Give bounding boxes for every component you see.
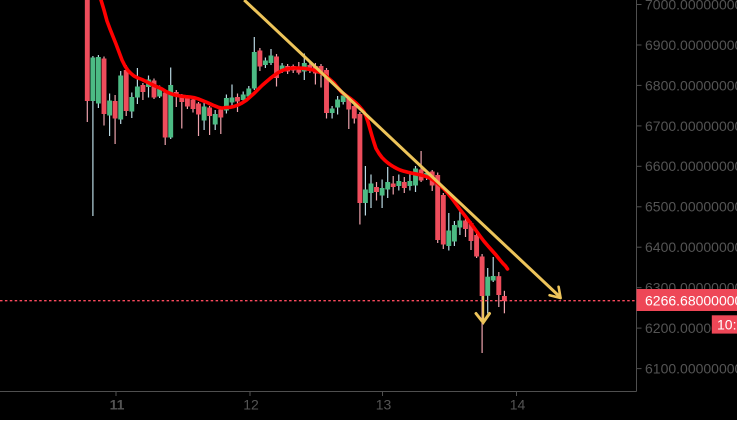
svg-text:12: 12 (243, 397, 259, 413)
svg-text:13: 13 (376, 397, 392, 413)
svg-text:14: 14 (510, 397, 526, 413)
svg-text:11: 11 (110, 397, 125, 413)
svg-text:6400.00000000: 6400.00000000 (645, 239, 737, 255)
svg-text:6900.00000000: 6900.00000000 (645, 37, 737, 53)
svg-text:6600.00000000: 6600.00000000 (645, 158, 737, 174)
svg-text:7000.00000000: 7000.00000000 (645, 0, 737, 12)
svg-text:6500.00000000: 6500.00000000 (645, 199, 737, 215)
svg-text:10:2: 10:2 (717, 317, 737, 333)
svg-text:6100.00000000: 6100.00000000 (645, 360, 737, 376)
svg-text:6700.00000000: 6700.00000000 (645, 118, 737, 134)
svg-text:6800.00000000: 6800.00000000 (645, 77, 737, 93)
svg-text:6266.68000000: 6266.68000000 (645, 293, 737, 309)
